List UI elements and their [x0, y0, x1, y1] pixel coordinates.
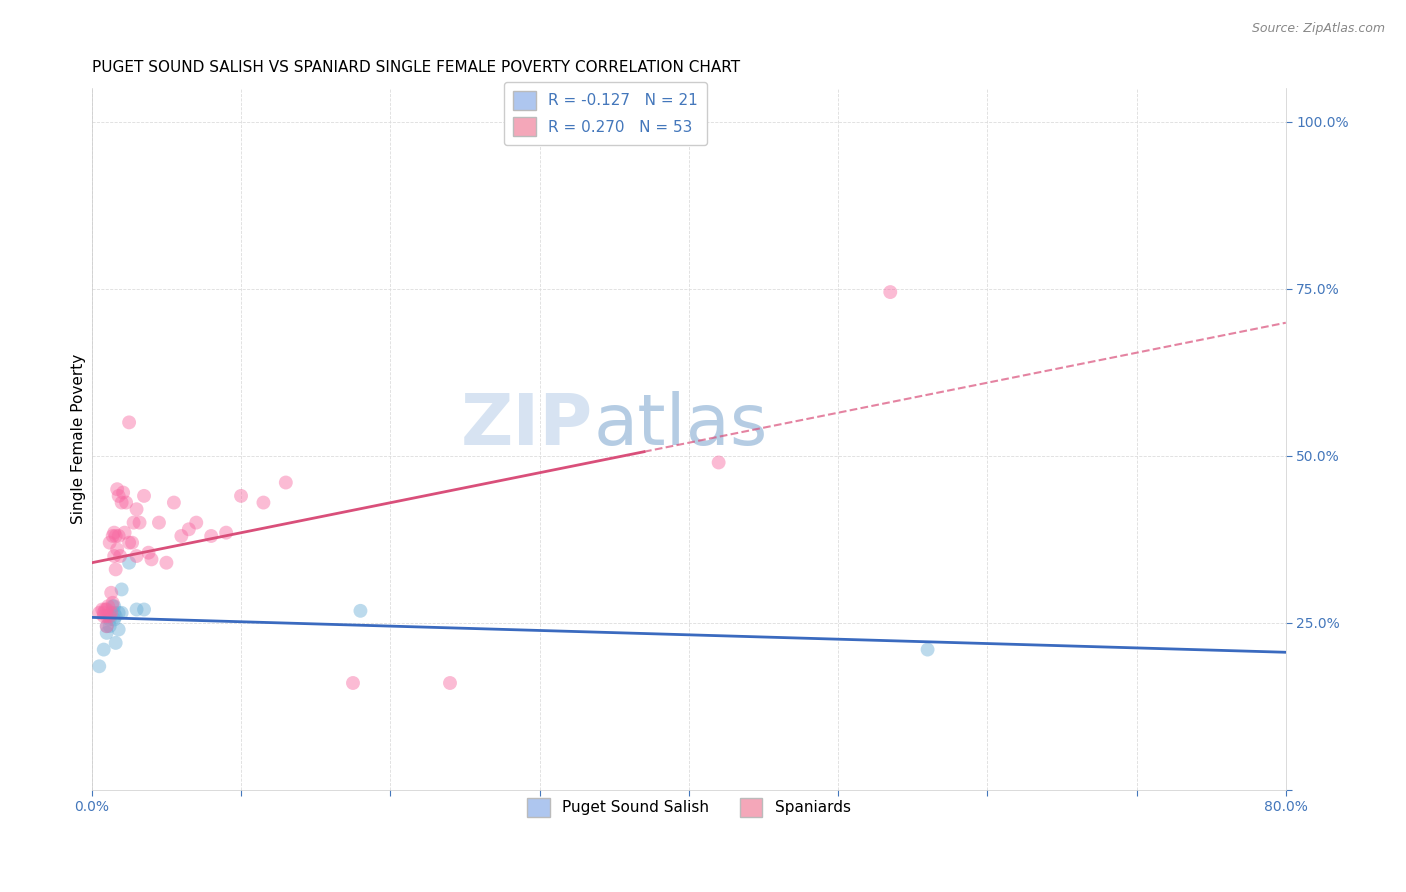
Point [229, 489, 252, 503]
Point [98, 535, 121, 549]
Point [107, 489, 129, 503]
Point [917, 642, 939, 657]
Point [104, 609, 127, 624]
Point [138, 546, 160, 560]
Point [104, 636, 127, 650]
Point [177, 522, 200, 536]
Point [89, 606, 111, 620]
Point [96, 619, 118, 633]
Point [107, 606, 129, 620]
Point [103, 599, 125, 614]
Point [101, 599, 124, 614]
Point [115, 495, 138, 509]
Point [93, 609, 115, 624]
Point [91, 602, 114, 616]
Y-axis label: Single Female Poverty: Single Female Poverty [72, 354, 86, 524]
Point [96, 626, 118, 640]
Point [97, 599, 120, 614]
Point [707, 455, 730, 469]
Point [96, 602, 118, 616]
Point [103, 606, 125, 620]
Point [96, 619, 118, 633]
Point [89, 659, 111, 673]
Point [200, 529, 222, 543]
Point [103, 549, 125, 563]
Point [100, 606, 122, 620]
Point [111, 606, 134, 620]
Point [122, 516, 145, 530]
Point [215, 525, 238, 540]
Point [252, 495, 274, 509]
Point [186, 516, 208, 530]
Point [98, 619, 121, 633]
Point [104, 529, 127, 543]
Point [125, 502, 148, 516]
Point [141, 552, 163, 566]
Point [93, 642, 115, 657]
Text: ZIP: ZIP [461, 391, 593, 459]
Point [163, 495, 186, 509]
Point [108, 549, 131, 563]
Legend: Puget Sound Salish, Spaniards: Puget Sound Salish, Spaniards [519, 790, 858, 824]
Point [114, 525, 136, 540]
Point [439, 676, 461, 690]
Point [105, 482, 128, 496]
Point [107, 623, 129, 637]
Point [148, 516, 170, 530]
Point [125, 549, 148, 563]
Text: Source: ZipAtlas.com: Source: ZipAtlas.com [1251, 22, 1385, 36]
Point [105, 542, 128, 557]
Point [111, 582, 134, 597]
Point [101, 596, 124, 610]
Point [94, 602, 117, 616]
Point [98, 613, 121, 627]
Text: atlas: atlas [593, 391, 768, 459]
Point [104, 562, 127, 576]
Point [170, 529, 193, 543]
Point [342, 676, 364, 690]
Point [98, 609, 121, 624]
Text: PUGET SOUND SALISH VS SPANIARD SINGLE FEMALE POVERTY CORRELATION CHART: PUGET SOUND SALISH VS SPANIARD SINGLE FE… [91, 60, 740, 75]
Point [93, 606, 115, 620]
Point [118, 556, 141, 570]
Point [107, 529, 129, 543]
Point [101, 529, 124, 543]
Point [118, 535, 141, 549]
Point [112, 485, 135, 500]
Point [121, 535, 143, 549]
Point [125, 602, 148, 616]
Point [111, 495, 134, 509]
Point [349, 604, 371, 618]
Point [132, 489, 155, 503]
Point [103, 525, 125, 540]
Point [118, 416, 141, 430]
Point [100, 586, 122, 600]
Point [128, 516, 150, 530]
Point [879, 285, 901, 299]
Point [132, 602, 155, 616]
Point [155, 556, 177, 570]
Point [96, 609, 118, 624]
Point [103, 613, 125, 627]
Point [274, 475, 297, 490]
